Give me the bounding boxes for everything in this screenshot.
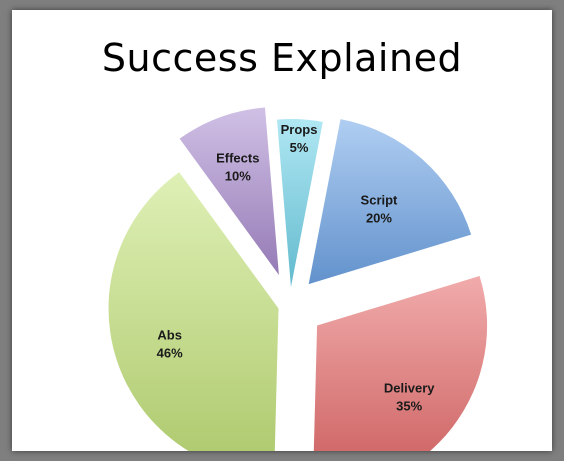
- pie-slice-delivery: [313, 276, 488, 451]
- slice-label-delivery: Delivery: [384, 381, 435, 396]
- slice-value-abs: 46%: [157, 346, 183, 361]
- slice-value-script: 20%: [366, 211, 392, 226]
- slice-label-effects: Effects: [216, 151, 259, 166]
- slice-label-abs: Abs: [157, 328, 182, 343]
- slice-value-props: 5%: [290, 140, 309, 155]
- pie-slice-props: [276, 119, 323, 288]
- pie-slice-effects: [179, 107, 279, 275]
- pie-chart: Script 20% Delivery 35% Abs 46% Effects 10% Prop…: [108, 107, 488, 451]
- slice-label-script: Script: [361, 193, 399, 208]
- slide-frame: Success Explained Script 20% Delivery 35% Ab…: [12, 10, 552, 451]
- chart-title: Success Explained: [101, 36, 463, 80]
- slice-label-props: Props: [281, 122, 318, 137]
- slice-value-delivery: 35%: [396, 399, 422, 414]
- pie-slice-abs: [108, 172, 279, 451]
- slice-value-effects: 10%: [225, 169, 251, 184]
- pie-slice-script: [308, 119, 472, 285]
